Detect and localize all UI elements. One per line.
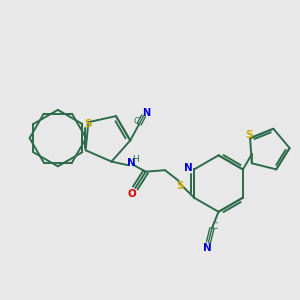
Text: O: O [127,189,136,199]
Text: S: S [245,130,252,140]
Text: C: C [212,222,218,231]
Text: C: C [134,117,140,126]
Text: S: S [176,181,184,191]
Text: N: N [184,163,193,173]
Text: N: N [127,158,136,168]
Text: N: N [142,108,150,118]
Text: N: N [202,243,211,253]
Text: S: S [85,119,92,129]
Text: H: H [133,155,139,164]
